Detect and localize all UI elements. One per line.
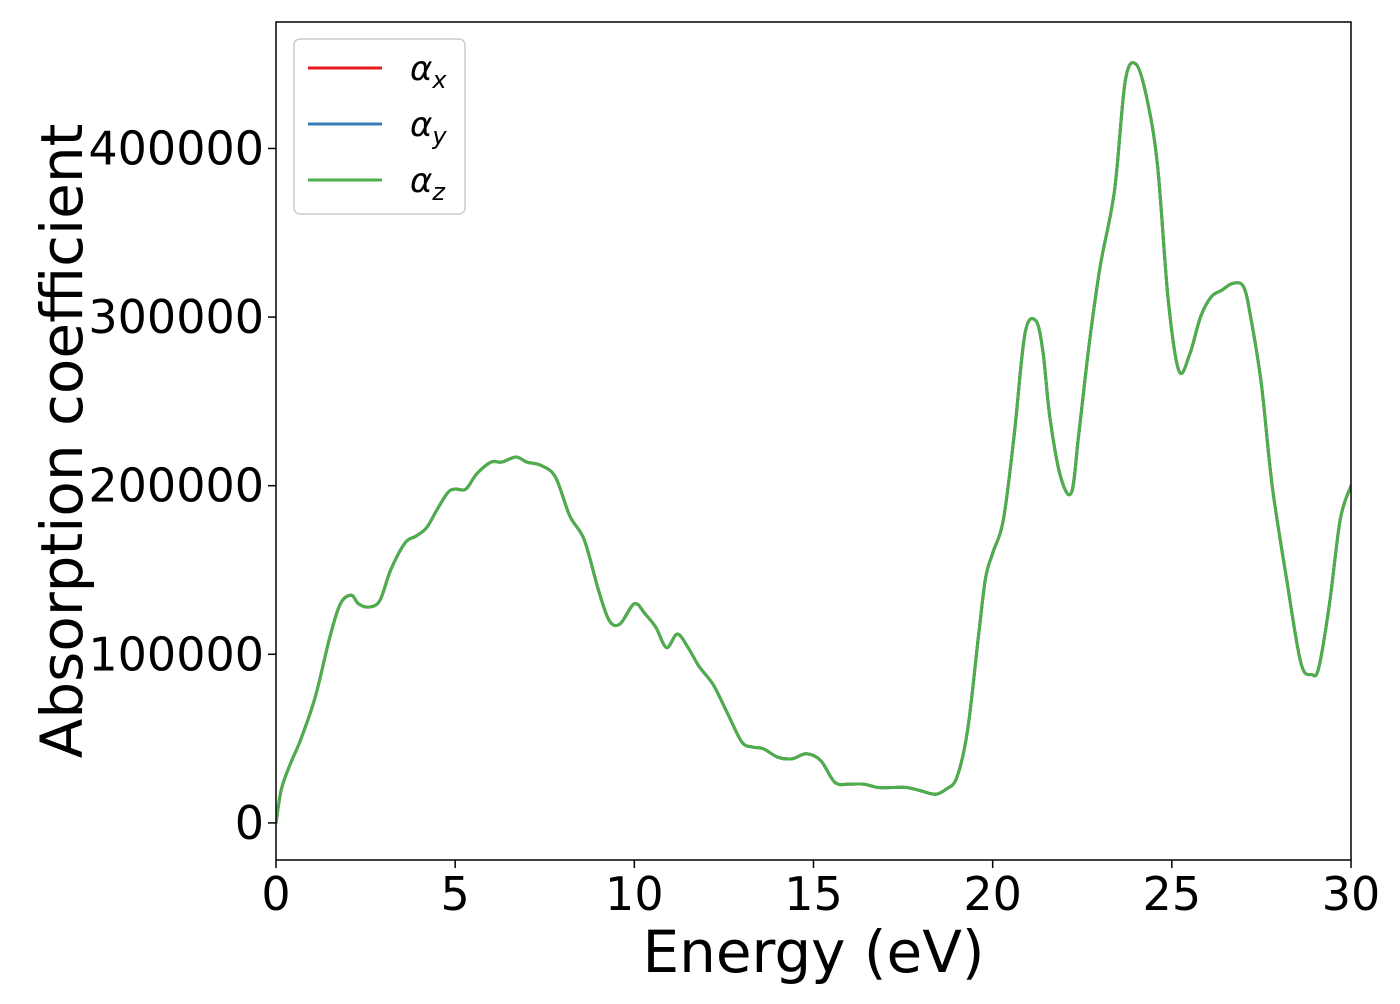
axis-ticks: 0 5 10 15 20 25 30 0 100000 200000 300000 400000: [88, 121, 1380, 921]
x-tick-label: 5: [441, 867, 470, 921]
y-tick-label: 100000: [88, 627, 264, 681]
x-tick-label: 30: [1322, 867, 1381, 921]
legend-label-x: αx: [410, 49, 447, 94]
x-axis-label: Energy (eV): [642, 918, 984, 986]
legend-box: [293, 38, 466, 215]
x-tick-label: 15: [784, 867, 843, 921]
x-tick-label: 0: [261, 867, 290, 921]
series-line-z: [276, 61, 1351, 825]
x-tick-label: 10: [605, 867, 664, 921]
legend-label-z: αz: [410, 161, 446, 206]
series-layer: [276, 61, 1351, 825]
x-tick-label: 25: [1143, 867, 1202, 921]
y-axis-label: Absorption coefficient: [28, 124, 96, 759]
legend-label-y: αy: [410, 105, 447, 150]
x-tick-label: 20: [963, 867, 1022, 921]
legend: αx αy αz: [293, 38, 466, 215]
y-tick-label: 0: [235, 796, 264, 850]
y-tick-label: 400000: [88, 121, 264, 175]
y-tick-label: 200000: [88, 459, 264, 513]
y-tick-label: 300000: [88, 290, 264, 344]
